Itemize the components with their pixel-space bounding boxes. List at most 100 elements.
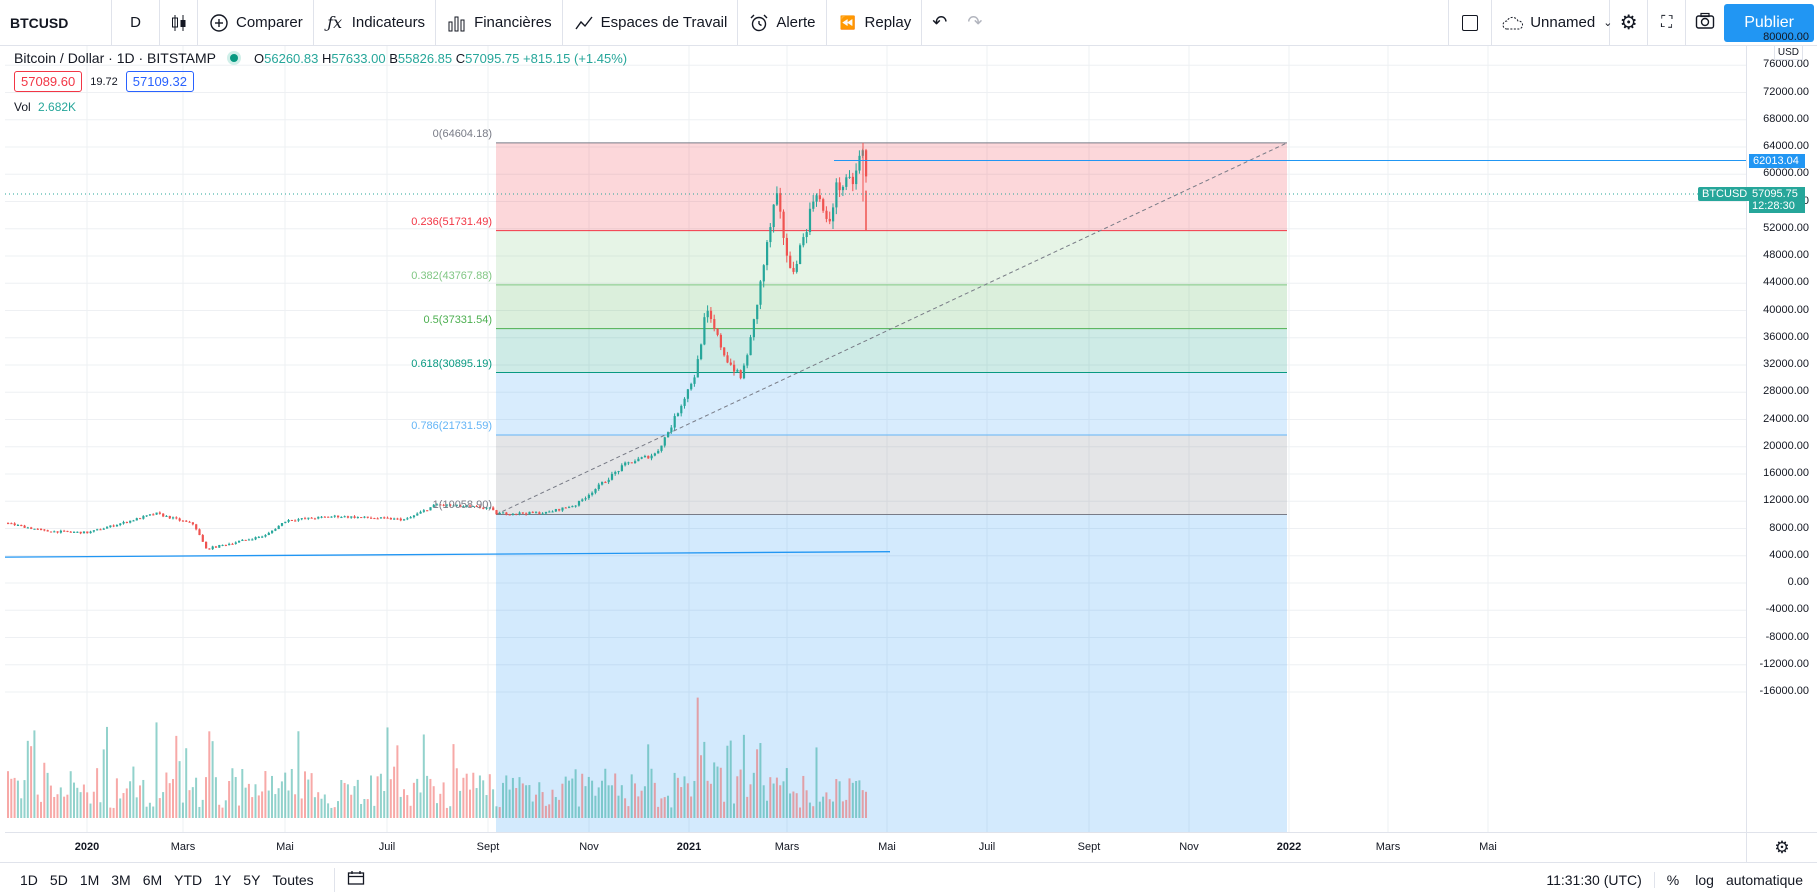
candle-body	[561, 507, 564, 511]
candle-body	[340, 517, 343, 519]
percent-toggle[interactable]: %	[1666, 871, 1680, 888]
indicators-button[interactable]: ƒx Indicateurs	[314, 0, 437, 46]
candle-body	[835, 182, 838, 208]
volume-bar	[812, 806, 815, 818]
volume-bar	[158, 798, 161, 818]
candle-body	[538, 512, 541, 515]
candle-body	[337, 515, 340, 518]
candle-body	[488, 507, 491, 509]
candle-body	[851, 176, 854, 185]
range-1y[interactable]: 1Y	[214, 871, 232, 888]
volume-bar	[693, 780, 696, 818]
clock[interactable]: 11:31:30 (UTC)	[1546, 871, 1655, 888]
publish-button[interactable]: Publier	[1724, 3, 1814, 42]
candle-body	[20, 524, 23, 526]
price-axis[interactable]: USD 80000.00 76000.00 72000.00 68000.00 6400…	[1746, 31, 1817, 832]
price-axis-label: 68000.00	[1763, 112, 1809, 125]
volume-bar	[518, 777, 521, 818]
candle-body	[132, 520, 135, 522]
fullscreen-button[interactable]: ⛶	[1648, 0, 1687, 46]
candle-body	[587, 494, 590, 499]
candle-body	[106, 527, 109, 529]
range-ytd[interactable]: YTD	[174, 871, 203, 888]
workspaces-button[interactable]: Espaces de Travail	[563, 0, 739, 46]
candle-body	[327, 516, 330, 518]
currency-badge[interactable]: USD	[1773, 45, 1803, 60]
range-3m[interactable]: 3M	[111, 871, 131, 888]
compare-button[interactable]: Comparer	[198, 0, 314, 46]
candle-body	[310, 517, 313, 519]
candle-body	[766, 242, 769, 266]
range-5y[interactable]: 5Y	[243, 871, 261, 888]
layout-name-button[interactable]: Unnamed ⌄	[1492, 0, 1612, 46]
volume-bar	[399, 796, 402, 818]
volume-bar	[350, 794, 353, 818]
volume-bar	[637, 796, 640, 818]
volume-bar	[53, 796, 56, 818]
volume-bar	[393, 766, 396, 818]
log-toggle[interactable]: log	[1695, 871, 1714, 888]
range-5d[interactable]: 5D	[49, 871, 68, 888]
range-all[interactable]: Toutes	[272, 871, 314, 888]
volume-bar	[297, 731, 300, 818]
candle-body	[191, 522, 194, 525]
candle-body	[165, 515, 168, 517]
volume-bar	[822, 796, 825, 818]
fib-zone	[496, 284, 1287, 329]
redo-button[interactable]: ↷	[957, 0, 992, 46]
snapshot-button[interactable]	[1686, 0, 1724, 46]
time-axis-label: Mars	[170, 841, 196, 853]
symbol-search-button[interactable]: BTCUSD	[0, 0, 112, 46]
volume-bar	[241, 769, 244, 818]
volume-bar	[317, 792, 320, 818]
candle-body	[36, 528, 39, 530]
candle-body	[442, 504, 445, 506]
bid-price-box[interactable]: 57089.60	[14, 71, 83, 92]
chart-type-button[interactable]	[160, 0, 198, 46]
volume-bar	[752, 772, 755, 818]
volume-bar	[577, 806, 580, 818]
volume-bar	[426, 775, 429, 818]
volume-bar	[541, 792, 544, 818]
range-6m[interactable]: 6M	[142, 871, 163, 888]
candle-body	[782, 211, 785, 238]
volume-bar	[716, 766, 719, 818]
candle-body	[181, 520, 185, 522]
volume-bar	[521, 783, 524, 818]
candle-body	[158, 512, 161, 514]
candle-body	[386, 517, 389, 519]
alert-button[interactable]: Alerte	[738, 0, 827, 46]
time-axis[interactable]: 2020 Mars Mai Juil Sept Nov 2021 Mars Mai Juil Sep…	[5, 832, 1746, 862]
price-axis-label: 4000.00	[1769, 548, 1809, 561]
axis-settings-button[interactable]: ⚙	[1746, 832, 1817, 862]
interval-button[interactable]: D	[112, 0, 160, 46]
chart-canvas[interactable]	[5, 46, 1746, 832]
line-chart-icon	[573, 12, 595, 34]
volume-bar	[353, 786, 356, 818]
replay-button[interactable]: ⏪ Replay	[827, 0, 923, 46]
candle-body	[40, 528, 43, 530]
settings-button[interactable]: ⚙	[1610, 0, 1649, 46]
candle-body	[779, 193, 782, 212]
volume-bar	[221, 807, 224, 818]
candle-body	[696, 359, 699, 378]
price-axis-label: -4000.00	[1765, 603, 1809, 616]
range-1m[interactable]: 1M	[79, 871, 100, 888]
volume-bar	[597, 787, 600, 818]
volume-bar	[700, 755, 702, 818]
candle-body	[429, 507, 432, 511]
symbol-title[interactable]: Bitcoin / Dollar · 1D · BITSTAMP	[14, 50, 217, 66]
ask-price-box[interactable]: 57109.32	[125, 71, 194, 92]
range-1d[interactable]: 1D	[20, 871, 38, 888]
chart-pane[interactable]	[5, 46, 1746, 832]
undo-button[interactable]: ↶	[922, 0, 957, 46]
price-axis-label: 12000.00	[1763, 494, 1809, 507]
goto-date-button[interactable]	[333, 867, 377, 892]
candle-body	[686, 389, 689, 399]
layout-button[interactable]	[1448, 0, 1493, 46]
volume-bar	[495, 806, 498, 818]
candle-body	[162, 513, 165, 517]
time-axis-label: Sept	[476, 841, 500, 853]
financials-button[interactable]: Financières	[436, 0, 563, 46]
auto-toggle[interactable]: automatique	[1725, 871, 1803, 888]
